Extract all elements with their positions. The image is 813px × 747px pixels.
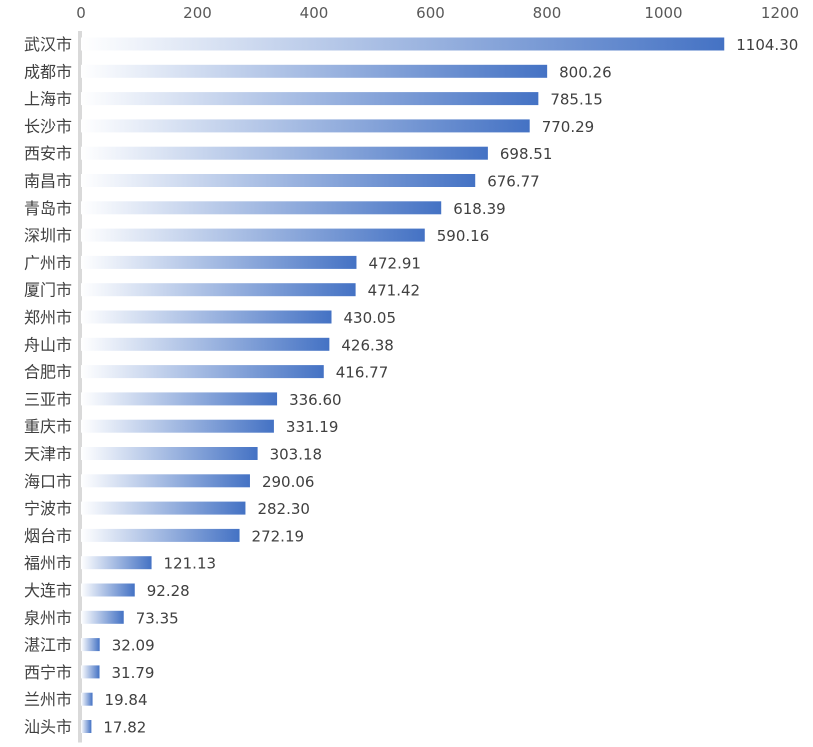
category-label: 深圳市 bbox=[24, 226, 72, 245]
value-label: 336.60 bbox=[289, 391, 342, 409]
value-label: 416.77 bbox=[336, 364, 389, 382]
category-label: 成都市 bbox=[24, 62, 72, 81]
value-label: 282.30 bbox=[257, 500, 310, 518]
category-label: 武汉市 bbox=[24, 35, 72, 54]
value-label: 1104.30 bbox=[736, 36, 798, 54]
bar bbox=[81, 556, 152, 570]
category-label: 长沙市 bbox=[24, 117, 72, 136]
bar bbox=[81, 310, 332, 324]
value-label: 121.13 bbox=[164, 555, 217, 573]
bar bbox=[81, 638, 100, 652]
bar bbox=[81, 337, 330, 351]
bar bbox=[81, 119, 530, 133]
x-tick-label: 1200 bbox=[761, 4, 799, 22]
bar bbox=[81, 583, 135, 597]
value-label: 698.51 bbox=[500, 145, 553, 163]
category-label: 重庆市 bbox=[24, 417, 72, 436]
x-tick-label: 400 bbox=[300, 4, 329, 22]
value-label: 770.29 bbox=[542, 118, 595, 136]
bar bbox=[81, 447, 258, 460]
value-label: 303.18 bbox=[270, 446, 323, 464]
value-label: 676.77 bbox=[487, 173, 539, 191]
bar bbox=[81, 255, 357, 269]
bar bbox=[81, 665, 100, 679]
value-label: 590.16 bbox=[437, 227, 490, 245]
category-label: 南昌市 bbox=[24, 172, 72, 191]
value-label: 430.05 bbox=[344, 309, 397, 327]
category-label: 合肥市 bbox=[24, 363, 72, 382]
category-label: 西安市 bbox=[24, 144, 72, 163]
value-label: 17.82 bbox=[103, 719, 146, 737]
category-label: 舟山市 bbox=[24, 335, 72, 354]
category-label: 三亚市 bbox=[24, 390, 72, 409]
value-label: 32.09 bbox=[112, 637, 155, 655]
category-label: 海口市 bbox=[24, 472, 72, 491]
value-label: 272.19 bbox=[252, 527, 304, 545]
bar bbox=[81, 692, 93, 706]
category-label: 泉州市 bbox=[24, 608, 72, 627]
value-label: 290.06 bbox=[262, 473, 315, 491]
x-tick-label: 800 bbox=[533, 4, 562, 22]
category-label: 汕头市 bbox=[24, 718, 72, 737]
category-label: 兰州市 bbox=[24, 690, 72, 709]
bar bbox=[81, 720, 92, 733]
category-label: 湛江市 bbox=[24, 636, 72, 655]
value-label: 19.84 bbox=[105, 691, 148, 709]
bar bbox=[81, 201, 442, 215]
category-label: 上海市 bbox=[24, 90, 72, 109]
value-label: 471.42 bbox=[368, 282, 421, 300]
category-label: 福州市 bbox=[24, 554, 72, 573]
value-label: 426.38 bbox=[341, 336, 394, 354]
value-label: 618.39 bbox=[453, 200, 506, 218]
bar bbox=[81, 37, 725, 51]
category-label: 广州市 bbox=[24, 253, 72, 272]
bar bbox=[81, 528, 240, 542]
bar bbox=[81, 419, 274, 433]
x-tick-label: 200 bbox=[183, 4, 212, 22]
category-label: 厦门市 bbox=[24, 281, 72, 300]
category-label: 西宁市 bbox=[24, 663, 72, 682]
value-label: 92.28 bbox=[147, 582, 190, 600]
value-label: 472.91 bbox=[368, 254, 421, 272]
bar bbox=[81, 501, 246, 515]
value-label: 331.19 bbox=[286, 418, 339, 436]
bar bbox=[81, 92, 539, 106]
bar bbox=[81, 610, 124, 624]
bar bbox=[81, 365, 324, 379]
category-label: 烟台市 bbox=[24, 526, 72, 545]
bar bbox=[81, 283, 356, 297]
bar bbox=[81, 64, 548, 78]
bar bbox=[81, 392, 278, 406]
category-label: 青岛市 bbox=[24, 199, 72, 218]
value-label: 73.35 bbox=[136, 609, 179, 627]
value-label: 785.15 bbox=[550, 91, 603, 109]
value-label: 31.79 bbox=[112, 664, 155, 682]
x-tick-label: 0 bbox=[76, 4, 86, 22]
bar bbox=[81, 228, 425, 242]
x-tick-label: 600 bbox=[416, 4, 445, 22]
category-label: 天津市 bbox=[24, 445, 72, 464]
category-label: 大连市 bbox=[24, 581, 72, 600]
category-label: 宁波市 bbox=[24, 499, 72, 518]
bar bbox=[81, 474, 250, 488]
bar bbox=[81, 174, 476, 187]
value-label: 800.26 bbox=[559, 63, 612, 81]
category-label: 郑州市 bbox=[24, 308, 72, 327]
bar bbox=[81, 146, 488, 160]
x-tick-label: 1000 bbox=[644, 4, 682, 22]
y-axis-line bbox=[78, 31, 82, 743]
